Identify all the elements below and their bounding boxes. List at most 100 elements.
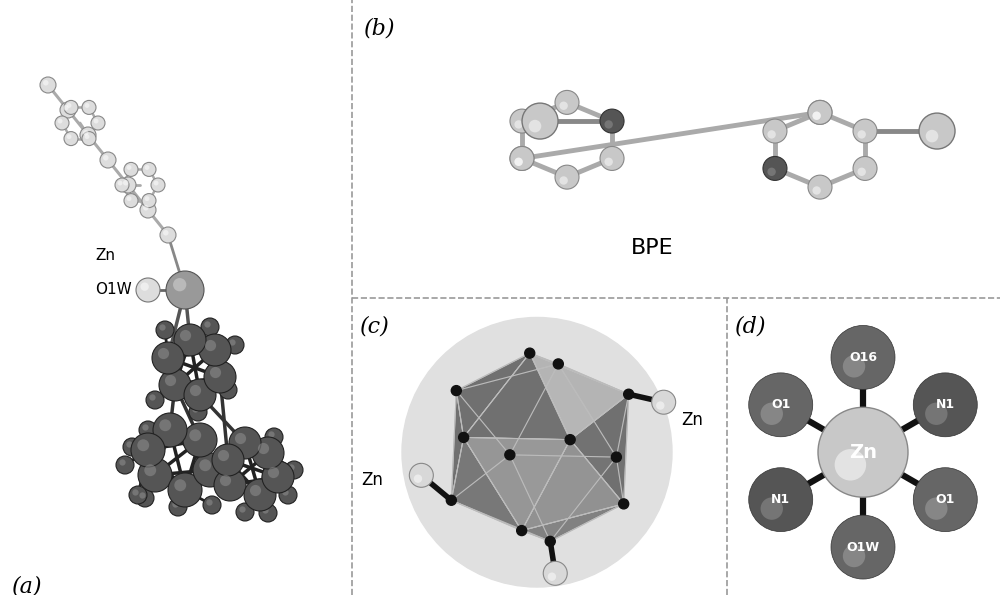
Circle shape — [137, 439, 149, 451]
Circle shape — [159, 324, 166, 331]
Circle shape — [55, 116, 69, 130]
Circle shape — [100, 152, 116, 168]
Circle shape — [258, 443, 269, 454]
Circle shape — [514, 158, 523, 166]
Circle shape — [808, 175, 832, 199]
Circle shape — [857, 168, 866, 176]
Polygon shape — [530, 353, 629, 394]
Circle shape — [184, 379, 216, 411]
Circle shape — [514, 158, 523, 166]
Circle shape — [166, 271, 204, 309]
Circle shape — [94, 118, 98, 124]
Circle shape — [142, 162, 156, 176]
Circle shape — [205, 340, 216, 351]
Circle shape — [60, 102, 76, 118]
Circle shape — [555, 165, 579, 189]
Circle shape — [123, 180, 129, 186]
Circle shape — [169, 498, 187, 516]
Circle shape — [82, 131, 96, 146]
Polygon shape — [451, 390, 510, 500]
Text: O1: O1 — [936, 493, 955, 506]
Circle shape — [116, 456, 134, 474]
Circle shape — [763, 156, 787, 180]
Circle shape — [119, 459, 126, 466]
Circle shape — [565, 435, 575, 444]
Circle shape — [120, 177, 136, 193]
Text: O1W: O1W — [95, 283, 132, 298]
Circle shape — [853, 156, 877, 180]
Circle shape — [152, 342, 184, 374]
Polygon shape — [616, 394, 629, 504]
Circle shape — [229, 427, 261, 459]
Circle shape — [118, 181, 122, 186]
Polygon shape — [451, 390, 464, 500]
Circle shape — [812, 111, 821, 120]
Circle shape — [835, 449, 866, 481]
Circle shape — [64, 131, 78, 146]
Circle shape — [138, 458, 172, 492]
Circle shape — [154, 181, 158, 186]
Circle shape — [265, 428, 283, 446]
Circle shape — [559, 176, 568, 184]
Polygon shape — [530, 353, 629, 440]
Circle shape — [913, 373, 977, 437]
Circle shape — [229, 339, 236, 346]
Circle shape — [226, 336, 244, 354]
Circle shape — [604, 120, 613, 129]
Polygon shape — [550, 457, 624, 541]
Circle shape — [761, 403, 783, 425]
Circle shape — [203, 496, 221, 514]
Circle shape — [767, 130, 776, 139]
Circle shape — [63, 105, 69, 111]
Circle shape — [67, 134, 71, 139]
Text: Zn: Zn — [95, 248, 115, 262]
Circle shape — [139, 421, 157, 439]
Circle shape — [151, 178, 165, 192]
Text: N1: N1 — [936, 398, 955, 411]
Circle shape — [174, 324, 206, 356]
Circle shape — [160, 227, 176, 243]
Circle shape — [925, 497, 948, 520]
Circle shape — [529, 120, 541, 133]
Circle shape — [600, 109, 624, 133]
Circle shape — [600, 146, 624, 170]
Circle shape — [126, 441, 133, 447]
Circle shape — [58, 118, 62, 124]
Circle shape — [80, 127, 96, 143]
Circle shape — [140, 202, 156, 218]
Text: (b): (b) — [364, 18, 396, 40]
Circle shape — [604, 158, 613, 166]
Polygon shape — [451, 500, 550, 541]
Circle shape — [145, 165, 149, 170]
Circle shape — [268, 431, 275, 438]
Circle shape — [505, 450, 515, 460]
Circle shape — [236, 503, 254, 521]
Circle shape — [43, 80, 49, 86]
Polygon shape — [510, 455, 616, 541]
Circle shape — [222, 384, 229, 391]
Circle shape — [818, 408, 908, 497]
Circle shape — [193, 453, 227, 487]
Circle shape — [402, 318, 672, 587]
Circle shape — [172, 502, 179, 508]
Circle shape — [145, 196, 149, 201]
Circle shape — [199, 459, 211, 471]
Circle shape — [925, 403, 948, 425]
Circle shape — [158, 348, 169, 359]
Circle shape — [624, 389, 634, 399]
Circle shape — [153, 413, 187, 447]
Circle shape — [149, 394, 156, 400]
Text: (c): (c) — [360, 315, 390, 337]
Circle shape — [812, 111, 821, 120]
Circle shape — [559, 102, 568, 110]
Circle shape — [262, 508, 269, 513]
Circle shape — [235, 433, 246, 444]
Circle shape — [761, 497, 783, 520]
Circle shape — [767, 168, 776, 176]
Polygon shape — [456, 353, 558, 390]
Circle shape — [183, 423, 217, 457]
Circle shape — [262, 461, 294, 493]
Circle shape — [124, 193, 138, 208]
Circle shape — [40, 77, 56, 93]
Circle shape — [127, 165, 131, 170]
